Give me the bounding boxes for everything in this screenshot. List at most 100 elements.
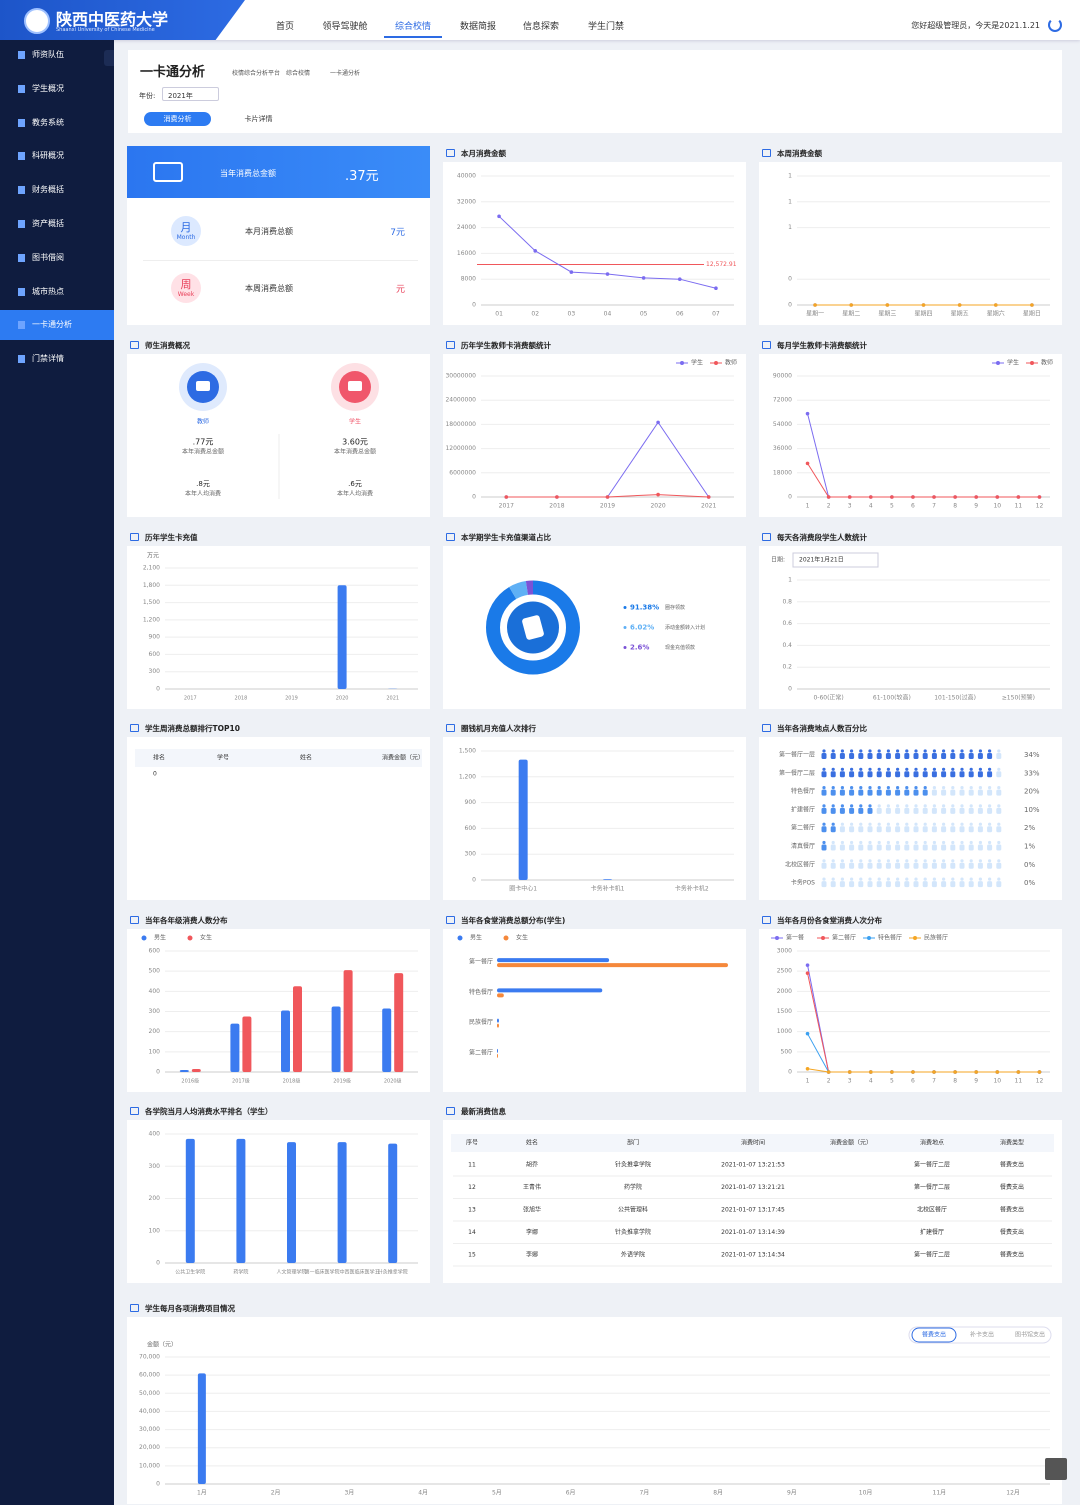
y-tick-label: 300	[149, 1008, 161, 1015]
person-body	[977, 753, 983, 759]
month-badge	[171, 216, 201, 246]
legend-label: 第二餐厅	[832, 934, 856, 942]
nav-item[interactable]: 领导驾驶舱	[322, 22, 368, 32]
x-tick-label: 11	[1015, 503, 1023, 510]
breadcrumb-item[interactable]: 校情综合分析平台	[232, 70, 281, 77]
x-tick-label: 11月	[933, 1490, 947, 1497]
sidebar-collapse[interactable]	[104, 50, 114, 66]
axis-unit: 万元	[147, 553, 159, 560]
breadcrumb-item[interactable]: 一卡通分析	[330, 70, 361, 77]
person-head	[896, 804, 900, 808]
person-head	[942, 749, 946, 753]
legend-dot	[623, 646, 627, 649]
person-head	[905, 786, 909, 790]
sidebar-item[interactable]: 财务概括	[32, 185, 64, 195]
page-title: 一卡通分析	[140, 65, 206, 80]
sidebar-item[interactable]: 图书借阅	[32, 252, 64, 262]
tab[interactable]: 图书馆支出	[1015, 1331, 1045, 1339]
series-line	[807, 965, 1040, 1073]
sidebar-item[interactable]: 门禁详情	[32, 354, 64, 364]
value-label: 10%	[1024, 806, 1040, 814]
person-head	[932, 767, 936, 771]
person-body	[858, 844, 864, 851]
table-cell: 餐费支出	[1000, 1183, 1024, 1191]
table-cell: 14	[468, 1229, 476, 1236]
legend-label: 第一餐	[786, 934, 804, 942]
person-head	[914, 749, 918, 753]
person-head	[988, 877, 992, 881]
table-header: 排名	[153, 754, 165, 762]
x-tick-label: 6月	[566, 1490, 576, 1497]
person-head	[831, 877, 835, 881]
pictorial-row	[821, 877, 1002, 888]
sidebar-item[interactable]: 师资队伍	[32, 50, 64, 59]
data-point	[932, 495, 936, 499]
scroll-top-button[interactable]	[1045, 1458, 1067, 1480]
x-tick-label: 2021	[386, 696, 399, 702]
nav-item[interactable]: 首页	[275, 22, 294, 32]
page-tab[interactable]: 卡片详情	[244, 115, 273, 123]
nav-item[interactable]: 学生门禁	[587, 22, 624, 32]
y-tick-label: 16000	[457, 250, 476, 257]
bar	[293, 986, 302, 1072]
person-head	[969, 840, 973, 845]
panel-chart: 男生 女生 0 100 200 300 400 500 600 2016级 2017级 2018级 20…	[141, 934, 418, 1085]
bar	[331, 1006, 341, 1072]
person-body	[977, 807, 983, 814]
page-tab[interactable]: 消费分析	[144, 112, 211, 126]
panel-title-icon	[130, 916, 139, 924]
x-tick-label: 12	[1036, 1078, 1044, 1085]
person-head	[822, 749, 826, 753]
x-tick-label: 3	[848, 1078, 852, 1085]
person-head	[978, 767, 982, 771]
nav-item[interactable]: 信息探索	[522, 22, 559, 32]
nav-item[interactable]: 数据简报	[459, 22, 496, 32]
person-body	[996, 753, 1002, 759]
sidebar-item[interactable]: 城市热点	[32, 286, 64, 296]
person-body	[968, 753, 974, 759]
breadcrumb-item[interactable]: 综合校情	[286, 70, 311, 77]
summary-total-label: 当年消费总金额	[220, 169, 276, 178]
sidebar-item[interactable]: 科研概况	[32, 151, 64, 161]
date-select	[792, 552, 879, 568]
sidebar-item[interactable]: 学生概况	[32, 83, 64, 93]
table-header: 消费金额（元）	[830, 1139, 872, 1147]
year-select[interactable]: 2021年	[162, 87, 219, 101]
table-header: 序号	[466, 1139, 478, 1147]
legend-swatch	[457, 935, 463, 941]
sidebar-item[interactable]: 教务系统	[32, 117, 64, 127]
person-body	[885, 881, 891, 888]
y-tick-label: 500	[149, 968, 161, 975]
table-header: 消费金额（元）	[382, 754, 424, 762]
person-head	[859, 767, 863, 771]
person-body	[904, 807, 910, 814]
x-tick-label: 卡务补卡机2	[675, 885, 709, 893]
group-icon-glyph	[196, 381, 210, 391]
sidebar-item[interactable]: 资产概括	[32, 219, 64, 228]
y-tick-label: 30,000	[139, 1426, 160, 1433]
person-body	[922, 881, 928, 888]
person-body	[849, 826, 855, 833]
date-label: 日期:	[771, 556, 785, 564]
person-head	[850, 877, 854, 881]
x-tick-label: ≥150(预警)	[1002, 694, 1035, 702]
tab[interactable]: 餐费支出	[922, 1331, 946, 1339]
person-body	[977, 826, 983, 833]
person-head	[896, 859, 900, 863]
y-tick-label: 0	[156, 686, 160, 693]
tab[interactable]: 补卡支出	[970, 1331, 994, 1339]
legend-swatch	[1030, 361, 1034, 365]
x-tick-label: 2019级	[333, 1078, 351, 1085]
person-body	[922, 771, 928, 778]
x-tick-label: 5	[890, 1078, 894, 1085]
person-head	[840, 840, 844, 845]
x-tick-label: 1	[806, 503, 810, 510]
x-tick-label: 01	[495, 311, 503, 318]
power-icon[interactable]	[1048, 18, 1062, 32]
person-head	[850, 786, 854, 790]
sidebar-item[interactable]: 一卡通分析	[32, 320, 72, 330]
person-body	[895, 789, 901, 796]
y-category-label: 扩建餐厅	[791, 805, 815, 813]
person-body	[821, 844, 827, 851]
nav-item[interactable]: 综合校情	[394, 22, 431, 32]
